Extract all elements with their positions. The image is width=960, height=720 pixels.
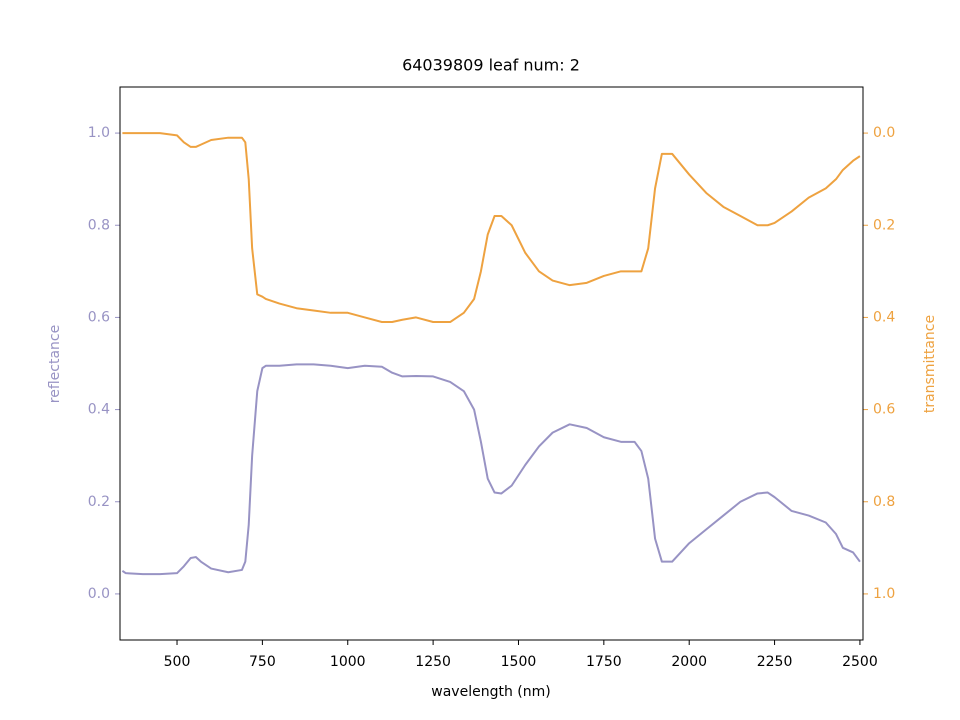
plot-frame [119,86,864,641]
y-axis-label: reflectance [47,325,63,403]
x-tick-label: 2500 [842,654,878,670]
y2-tick-label: 0.6 [873,402,895,418]
y2-tick-label: 0.0 [873,125,895,141]
y2-tick-label: 0.4 [873,309,895,325]
x-tick-label: 2000 [671,654,707,670]
x-tick-label: 1500 [501,654,537,670]
y-tick-label: 0.2 [88,494,110,510]
x-tick-label: 1750 [586,654,622,670]
x-tick-label: 500 [164,654,191,670]
chart-title: 64039809 leaf num: 2 [402,56,580,75]
y-tick-label: 1.0 [88,125,110,141]
y2-tick-label: 0.8 [873,494,895,510]
x-tick-label: 2250 [757,654,793,670]
y-tick-label: 0.8 [88,217,110,233]
y-tick-label: 0.6 [88,309,110,325]
x-axis-label: wavelength (nm) [431,684,550,700]
y2-tick-label: 0.2 [873,217,895,233]
y2-tick-label: 1.0 [873,586,895,602]
y-tick-label: 0.4 [88,402,110,418]
x-tick-label: 750 [249,654,276,670]
y2-axis-label: transmittance [922,315,938,413]
x-tick-label: 1250 [415,654,451,670]
x-tick-label: 1000 [330,654,366,670]
data-line [121,363,861,576]
y-tick-label: 0.0 [88,586,110,602]
data-line [122,132,861,324]
